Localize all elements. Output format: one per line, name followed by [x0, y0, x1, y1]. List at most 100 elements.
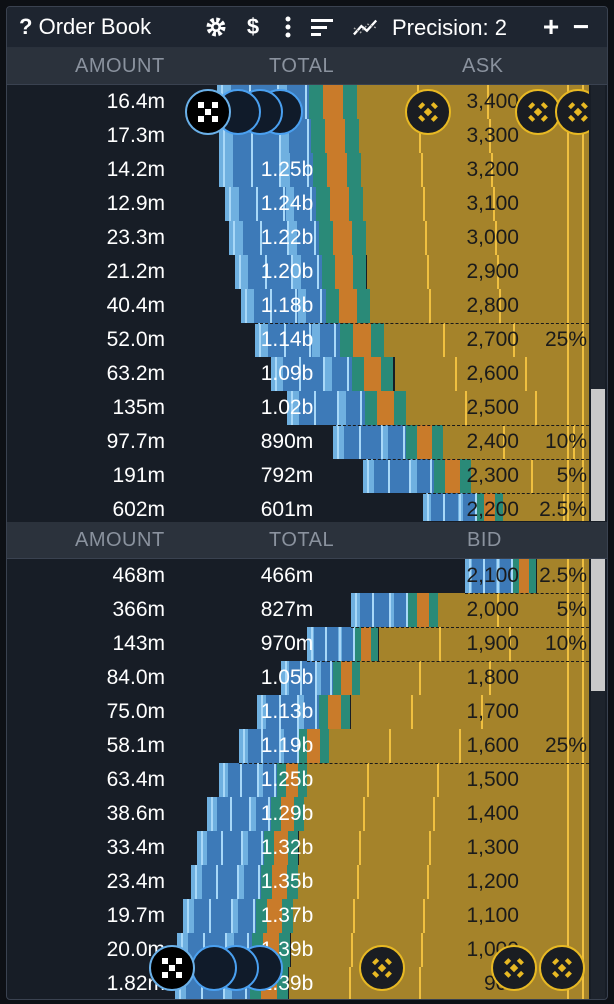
- exchange-depth-line: [499, 289, 501, 323]
- binance-exchange-icon[interactable]: [515, 89, 561, 135]
- exchange-depth-line: [567, 831, 569, 865]
- binance-exchange-icon[interactable]: [491, 945, 537, 991]
- ask-row[interactable]: 14.2m 1.25b 3,200: [7, 153, 589, 187]
- bid-row[interactable]: 58.1m 1.19b 1,600 25%: [7, 729, 589, 763]
- trend-icon[interactable]: [353, 15, 379, 39]
- price-cell: 2,200: [466, 498, 519, 521]
- ask-scroll-thumb[interactable]: [591, 389, 605, 521]
- ask-row[interactable]: 17.3m 3,300: [7, 119, 589, 153]
- ask-scrollbar[interactable]: [591, 85, 605, 521]
- vertical-dots-icon[interactable]: [275, 15, 301, 39]
- binance-exchange-icon[interactable]: [539, 945, 585, 991]
- percent-cell: 5%: [556, 598, 587, 621]
- amount-cell: 191m: [112, 464, 165, 487]
- amount-cell: 23.3m: [106, 226, 165, 249]
- depth-segment: [495, 493, 503, 521]
- bid-row[interactable]: 19.7m 1.37b 1,100: [7, 899, 589, 933]
- ask-row[interactable]: 21.2m 1.20b 2,900: [7, 255, 589, 289]
- depth-segment: [333, 221, 352, 255]
- exchange-logo-icon[interactable]: [191, 945, 237, 991]
- exchange-depth-line: [567, 289, 569, 323]
- percent-cell: 10%: [544, 430, 587, 453]
- depth-segment: [429, 593, 438, 627]
- percent-guide-line: [465, 593, 589, 594]
- bid-scrollbar[interactable]: [591, 559, 605, 999]
- ask-row[interactable]: 135m 1.02b 2,500: [7, 391, 589, 425]
- amount-cell: 63.4m: [106, 768, 165, 791]
- depth-stroke: [245, 289, 247, 323]
- binance-exchange-icon[interactable]: [405, 89, 451, 135]
- total-cell: 1.20b: [260, 260, 314, 283]
- ask-row[interactable]: 52.0m 1.14b 2,700 25%: [7, 323, 589, 357]
- depth-segment: [256, 797, 271, 831]
- exchange-depth-line: [582, 661, 584, 695]
- exchange-depth-line: [351, 933, 353, 967]
- decrease-precision-button[interactable]: −: [572, 11, 590, 42]
- depth-segment: [298, 763, 307, 797]
- depth-stroke: [275, 357, 277, 391]
- ask-row[interactable]: 191m 792m 2,300 5%: [7, 459, 589, 493]
- precision-label[interactable]: Precision: 2: [392, 15, 507, 40]
- total-cell: 1.32b: [260, 836, 314, 859]
- amount-cell: 84.0m: [106, 666, 165, 689]
- help-icon[interactable]: ?: [19, 14, 33, 39]
- depth-stroke: [209, 899, 211, 933]
- price-cell: 2,500: [466, 396, 519, 419]
- depth-segment: [463, 493, 476, 521]
- amount-cell: 20.0m: [106, 938, 165, 961]
- gear-icon[interactable]: [203, 15, 229, 39]
- okx-exchange-icon[interactable]: [149, 945, 195, 991]
- exchange-depth-line: [567, 221, 569, 255]
- depth-stroke: [381, 425, 383, 459]
- bid-row[interactable]: 23.4m 1.35b 1,200: [7, 865, 589, 899]
- ask-row[interactable]: 23.3m 1.22b 3,000: [7, 221, 589, 255]
- dollar-icon[interactable]: $: [246, 14, 260, 39]
- bid-section[interactable]: 468m 466m 2,100 2.5% 366m 827m 2,000 5% 143m 970m…: [7, 559, 589, 999]
- sort-lines-icon[interactable]: [309, 15, 335, 39]
- depth-stroke: [355, 593, 357, 627]
- bid-row[interactable]: 468m 466m 2,100 2.5%: [7, 559, 589, 593]
- exchange-depth-line: [567, 593, 569, 627]
- depth-stroke: [223, 119, 225, 153]
- depth-segment: [360, 593, 389, 627]
- depth-stroke: [284, 323, 286, 357]
- depth-segment: [298, 729, 307, 763]
- depth-segment: [445, 459, 460, 493]
- bid-row[interactable]: 63.4m 1.25b 1,500: [7, 763, 589, 797]
- price-cell: 1,500: [466, 768, 519, 791]
- bid-row[interactable]: 366m 827m 2,000 5%: [7, 593, 589, 627]
- depth-stroke: [511, 559, 513, 593]
- ask-row[interactable]: 97.7m 890m 2,400 10%: [7, 425, 589, 459]
- okx-exchange-icon[interactable]: [185, 89, 231, 135]
- depth-segment: [279, 933, 290, 967]
- depth-segment: [352, 661, 360, 695]
- depth-segment: [266, 695, 298, 729]
- depth-segment: [277, 763, 286, 797]
- bid-scroll-thumb[interactable]: [591, 559, 605, 691]
- exchange-depth-line: [567, 119, 569, 153]
- binance-exchange-icon[interactable]: [359, 945, 405, 991]
- bid-row[interactable]: 33.4m 1.32b 1,300: [7, 831, 589, 865]
- total-cell: 1.25b: [260, 158, 314, 181]
- ask-row[interactable]: 602m 601m 2,200 2.5%: [7, 493, 589, 521]
- depth-segment: [297, 221, 319, 255]
- depth-stroke: [230, 797, 232, 831]
- depth-segment: [229, 221, 243, 255]
- binance-exchange-icon[interactable]: [555, 89, 589, 135]
- ask-section[interactable]: 16.4m 3,400 17.3m 3,300 14.2m 1.25b 3,200 12.9m…: [7, 85, 589, 521]
- ask-row[interactable]: 40.4m 1.18b 2,800: [7, 289, 589, 323]
- exchange-depth-line: [427, 255, 429, 289]
- depth-segment: [267, 899, 282, 933]
- bid-row[interactable]: 38.6m 1.29b 1,400: [7, 797, 589, 831]
- exchange-depth-line: [363, 797, 365, 831]
- bid-row[interactable]: 75.0m 1.13b 1,700: [7, 695, 589, 729]
- total-cell: 1.05b: [260, 666, 314, 689]
- bid-row[interactable]: 84.0m 1.05b 1,800: [7, 661, 589, 695]
- bid-row[interactable]: 143m 970m 1,900 10%: [7, 627, 589, 661]
- exchange-depth-line: [563, 493, 565, 521]
- ask-row[interactable]: 63.2m 1.09b 2,600: [7, 357, 589, 391]
- ask-row[interactable]: 16.4m 3,400: [7, 85, 589, 119]
- ask-row[interactable]: 12.9m 1.24b 3,100: [7, 187, 589, 221]
- depth-stroke: [459, 493, 461, 521]
- increase-precision-button[interactable]: +: [542, 11, 560, 42]
